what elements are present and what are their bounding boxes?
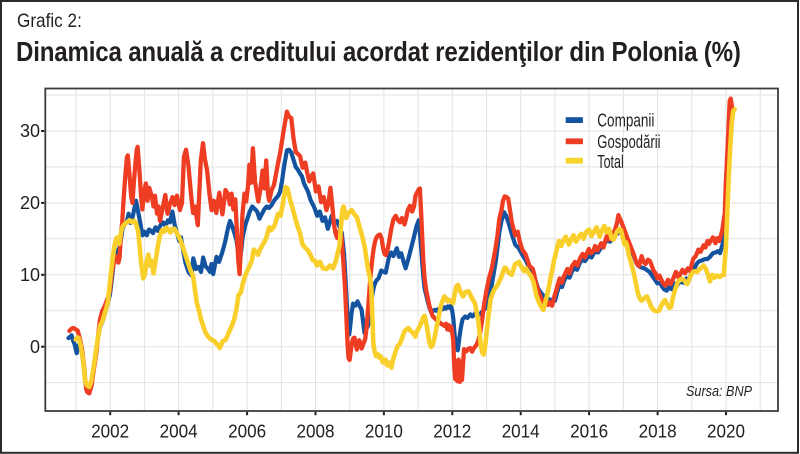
svg-text:2002: 2002 [91,422,129,442]
svg-text:Gospodării: Gospodării [597,131,660,152]
svg-text:10: 10 [20,265,40,285]
svg-text:2006: 2006 [228,422,266,442]
svg-text:0: 0 [30,337,40,357]
svg-text:Companii: Companii [597,110,654,131]
svg-text:30: 30 [20,121,40,141]
svg-text:2008: 2008 [297,422,335,442]
svg-text:2020: 2020 [707,422,745,442]
svg-text:2012: 2012 [433,422,471,442]
svg-text:20: 20 [20,193,40,213]
svg-text:Sursa: BNP: Sursa: BNP [686,383,752,400]
svg-text:2010: 2010 [365,422,403,442]
svg-text:Total: Total [597,151,624,172]
svg-text:2016: 2016 [570,422,608,442]
svg-text:2018: 2018 [639,422,677,442]
svg-text:2004: 2004 [160,422,198,442]
svg-text:2014: 2014 [502,422,540,442]
